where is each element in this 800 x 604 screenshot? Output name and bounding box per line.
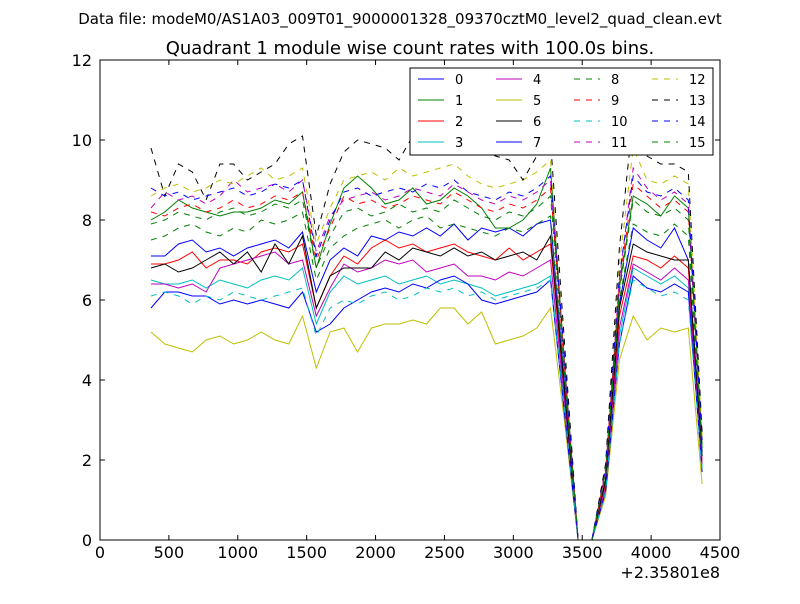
legend-label: 5 xyxy=(533,94,541,109)
legend-item-9: 9 xyxy=(574,94,619,109)
legend-label: 13 xyxy=(689,94,706,109)
legend-item-10: 10 xyxy=(574,115,628,130)
x-offset-label: +2.35801e8 xyxy=(620,563,720,582)
legend-label: 3 xyxy=(455,136,463,151)
legend-label: 4 xyxy=(533,73,541,88)
series-line-1 xyxy=(150,167,703,541)
x-tick-label: 1000 xyxy=(217,543,258,562)
legend-label: 7 xyxy=(533,136,541,151)
chart-title: Quadrant 1 module wise count rates with … xyxy=(166,38,655,59)
legend-label: 6 xyxy=(533,115,541,130)
x-tick-label: 3500 xyxy=(562,543,603,562)
y-tick-label: 10 xyxy=(72,131,92,150)
legend-label: 12 xyxy=(689,73,706,88)
legend-item-11: 11 xyxy=(574,136,628,151)
x-tick-label: 2500 xyxy=(424,543,465,562)
legend-label: 14 xyxy=(689,115,706,130)
legend-label: 10 xyxy=(611,115,628,130)
legend-label: 2 xyxy=(455,115,463,130)
x-tick-label: 0 xyxy=(95,543,105,562)
series-line-11 xyxy=(150,166,703,541)
y-tick-label: 6 xyxy=(82,291,92,310)
x-tick-label: 500 xyxy=(154,543,185,562)
series-line-4 xyxy=(151,251,703,541)
y-tick-label: 8 xyxy=(82,211,92,230)
legend-item-0: 0 xyxy=(418,73,463,88)
legend-label: 11 xyxy=(611,136,628,151)
y-tick-label: 12 xyxy=(72,51,92,70)
series-line-5 xyxy=(150,306,703,541)
legend-item-6: 6 xyxy=(496,115,541,130)
legend-item-3: 3 xyxy=(418,136,463,151)
legend-label: 1 xyxy=(455,94,463,109)
series-line-15 xyxy=(150,194,703,541)
y-tick-label: 2 xyxy=(82,451,92,470)
x-tick-label: 4000 xyxy=(631,543,672,562)
legend-item-1: 1 xyxy=(418,94,463,109)
plot-lines xyxy=(150,115,703,541)
legend-label: 0 xyxy=(455,73,463,88)
legend-label: 9 xyxy=(611,94,619,109)
y-tick-label: 4 xyxy=(82,371,92,390)
series-line-0 xyxy=(151,219,703,541)
legend-item-7: 7 xyxy=(496,136,541,151)
series-line-9 xyxy=(150,183,703,541)
series-line-10 xyxy=(150,279,703,541)
series-line-8 xyxy=(150,211,703,541)
legend-label: 15 xyxy=(689,136,706,151)
x-tick-label: 4500 xyxy=(700,543,741,562)
legend-item-5: 5 xyxy=(496,94,541,109)
x-tick-label: 2000 xyxy=(355,543,396,562)
legend-item-15: 15 xyxy=(652,136,706,151)
legend-item-12: 12 xyxy=(652,73,706,88)
series-line-14 xyxy=(150,174,703,541)
series-line-12 xyxy=(150,146,703,541)
x-tick-label: 1500 xyxy=(286,543,327,562)
x-tick-label: 3000 xyxy=(493,543,534,562)
legend-item-4: 4 xyxy=(496,73,541,88)
legend-item-8: 8 xyxy=(574,73,619,88)
legend-item-2: 2 xyxy=(418,115,463,130)
legend-item-13: 13 xyxy=(652,94,706,109)
legend-item-14: 14 xyxy=(652,115,706,130)
y-tick-label: 0 xyxy=(82,531,92,550)
figure-suptitle: Data file: modeM0/AS1A03_009T01_90000013… xyxy=(78,10,722,29)
legend-box xyxy=(409,67,714,156)
legend-label: 8 xyxy=(611,73,619,88)
axis-ticks: 0 500 1000 1500 2000 2500 3000 3500 4000 4500 0 2 4 6… xyxy=(72,51,741,562)
